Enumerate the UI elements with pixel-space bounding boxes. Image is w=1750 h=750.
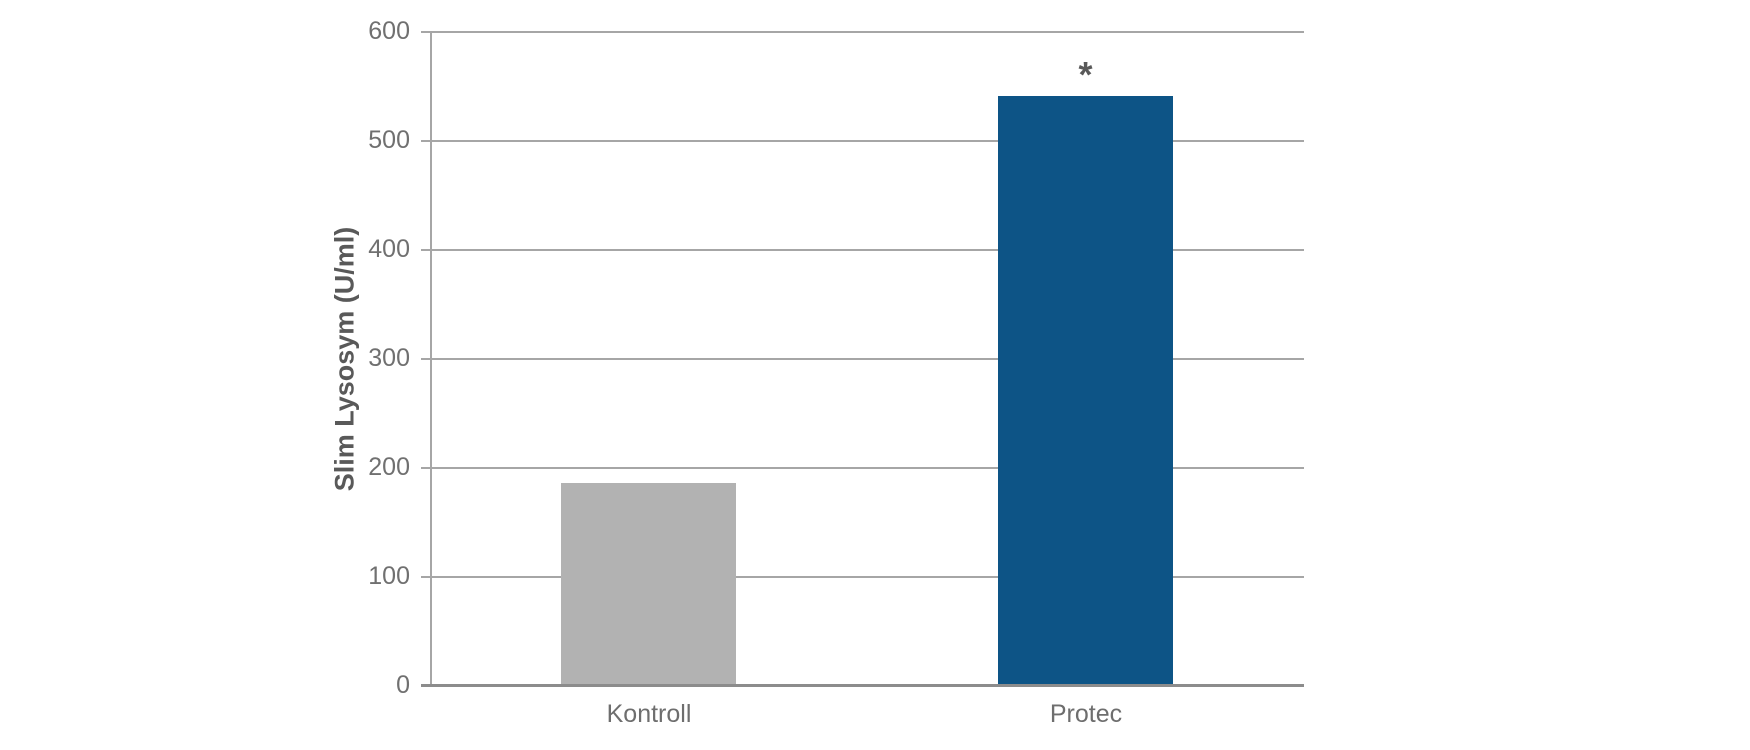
x-category-label-kontroll: Kontroll — [606, 700, 692, 728]
significance-asterisk: * — [1078, 54, 1093, 95]
gridline-y-600 — [421, 31, 1304, 33]
gridline-y-400 — [421, 249, 1304, 251]
gridline-y-300 — [421, 358, 1304, 360]
y-tick-label-500: 500 — [368, 126, 410, 154]
plot-area: * Kontroll Protec 0 100 200 300 400 500 600 — [368, 19, 1304, 728]
gridline-y-200 — [421, 467, 1304, 469]
bar-protec: * — [998, 57, 1173, 686]
bar-kontroll — [561, 483, 736, 686]
y-tick-label-400: 400 — [368, 235, 410, 263]
y-tick-label-300: 300 — [368, 344, 410, 372]
x-axis-line — [421, 684, 1304, 687]
gridline-y-100 — [421, 576, 1304, 578]
gridline-y-500 — [421, 140, 1304, 142]
y-tick-label-600: 600 — [368, 17, 410, 45]
y-tick-label-100: 100 — [368, 562, 410, 590]
y-axis-line — [430, 32, 432, 686]
y-tick-label-0: 0 — [396, 671, 410, 699]
x-category-label-protec: Protec — [1049, 700, 1123, 728]
y-tick-label-200: 200 — [368, 453, 410, 481]
